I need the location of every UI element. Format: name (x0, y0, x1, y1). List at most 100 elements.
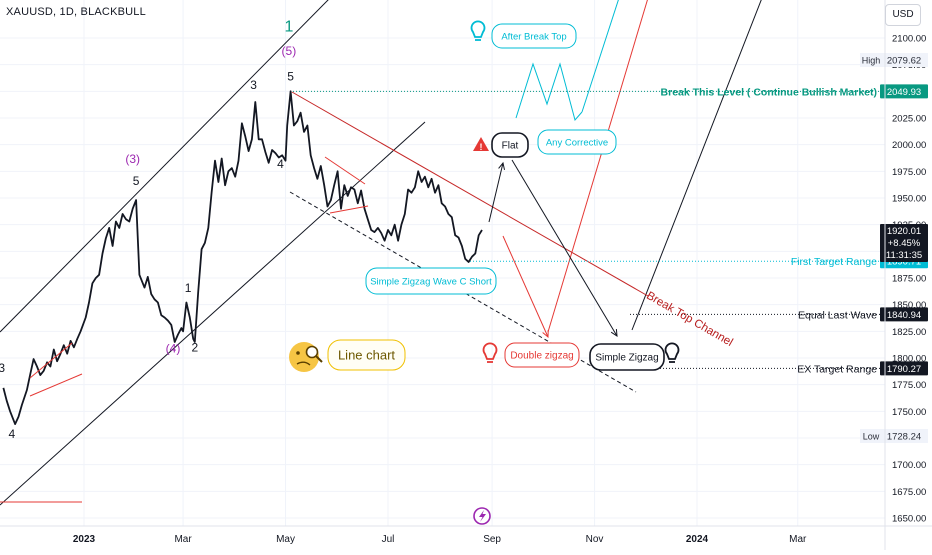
y-tick-label: 2000.00 (892, 140, 926, 151)
magnifier-icon (305, 345, 319, 359)
x-tick-label: May (276, 534, 295, 545)
black-projection-line (631, 0, 762, 331)
annotation-box (327, 339, 406, 371)
wave-label: 4 (277, 157, 284, 171)
annotation-text: Line chart (338, 348, 395, 363)
y-tick-label: 2100.00 (892, 34, 926, 45)
x-tick-label: Mar (789, 534, 807, 545)
small-channel-lines (29, 156, 369, 397)
y-tick-label: 1950.00 (892, 194, 926, 205)
lightning-icon-bolt (479, 510, 486, 522)
low-label-bg (860, 429, 882, 443)
flat-arrow (488, 162, 504, 223)
lightbulb-icon (482, 342, 498, 360)
current-price-box (880, 224, 928, 262)
price-tag-text: 2049.93 (887, 87, 921, 98)
wave-label: 4 (8, 427, 15, 441)
warning-icon-mark: ! (480, 142, 483, 152)
current-change: +8.45% (888, 238, 921, 249)
wave-label: (5) (282, 44, 297, 58)
magnifier-handle (315, 355, 323, 363)
lightbulb-icon (664, 342, 680, 360)
annotation-text: After Break Top (501, 31, 566, 42)
level-lines (290, 90, 885, 369)
grid-lines (0, 0, 885, 526)
y-tick-label: 1775.00 (892, 380, 926, 391)
arrow-lines (488, 159, 618, 339)
break-top-channel-line (291, 91, 649, 297)
simple-zigzag-arrow-head (610, 328, 618, 337)
annotation-text: Simple Zigzag Wave C Short (370, 276, 492, 287)
y-tick-label: 1675.00 (892, 487, 926, 498)
annotation-box (491, 132, 529, 158)
wave-label: 1 (185, 281, 192, 295)
thinking-face-eye (296, 351, 300, 355)
annotation-box (504, 342, 580, 368)
small-channel-lower (329, 205, 369, 214)
high-label-bg (860, 53, 882, 67)
price-tag (880, 307, 928, 322)
lightbulb-icon (470, 20, 486, 38)
y-tick-label: 1700.00 (892, 460, 926, 471)
x-tick-label: 2023 (73, 534, 96, 545)
annotation-text: Double zigzag (510, 351, 573, 362)
y-tick-label: 1875.00 (892, 274, 926, 285)
y-tick-label: 1750.00 (892, 407, 926, 418)
price-tag-text: 1790.27 (887, 364, 921, 375)
price-tag (880, 361, 928, 376)
currency-button[interactable]: USD (885, 4, 921, 26)
high-value: 2079.62 (887, 56, 921, 67)
annotation-box (537, 129, 617, 155)
price-line (2, 90, 483, 426)
annotation-box (365, 267, 497, 295)
high-value-bg (880, 53, 928, 67)
y-tick-label: 1850.00 (892, 300, 926, 311)
break-level-label: Break This Level ( Continue Bullish Mark… (661, 86, 877, 98)
x-tick-label: Sep (483, 534, 501, 545)
price-tag (880, 84, 928, 99)
small-channel-upper (29, 342, 73, 379)
after-break-path (515, 62, 583, 122)
wave-label: 3 (0, 361, 5, 375)
y-tick-label: 1975.00 (892, 167, 926, 178)
wave-label: 3 (250, 78, 257, 92)
break-top-channel-label: Break Top Channel (644, 290, 735, 349)
flat-arrow-head (498, 161, 505, 170)
annotation-box (491, 23, 577, 49)
cyan-projection-line (581, 0, 619, 113)
low-label: Low (863, 432, 880, 442)
wave-label: 1 (284, 19, 293, 36)
ex-target-label: EX Target Range (797, 363, 877, 375)
x-tick-label: Nov (586, 534, 604, 545)
wave-label: (4) (166, 342, 181, 356)
double-zigzag-arrow (502, 235, 549, 338)
wave-label: (3) (125, 152, 140, 166)
double-zigzag-arrow-head (542, 329, 549, 339)
current-price: 1920.01 (887, 226, 921, 237)
equal-last-wave-label: Equal Last Wave (798, 309, 877, 321)
thinking-face-mouth (296, 361, 311, 366)
simple-zigzag-arrow (511, 159, 618, 337)
x-tick-label: Mar (174, 534, 192, 545)
y-tick-label: 1825.00 (892, 327, 926, 338)
low-value: 1728.24 (887, 432, 921, 443)
wave-labels: 1 (5) 5 3 4 (3) 5 1 (4) 2 3 4 (0, 19, 296, 441)
small-channel-upper (324, 156, 366, 185)
annotation-text: Simple Zigzag (595, 353, 658, 364)
wave-label: 5 (287, 70, 294, 84)
channel-lines (0, 0, 649, 506)
price-tag-text: 1840.94 (887, 310, 921, 321)
lower-channel-line (0, 121, 426, 506)
y-tick-label: 1800.00 (892, 354, 926, 365)
wave-label: 5 (133, 174, 140, 188)
low-value-bg (880, 429, 928, 443)
first-target-label: First Target Range (791, 256, 877, 268)
wave-label: 2 (192, 341, 199, 355)
price-tag-text: 1890.71 (887, 257, 921, 268)
high-label: High (862, 56, 881, 66)
annotation-text: Any Corrective (546, 137, 608, 148)
x-tick-label: Jul (382, 534, 395, 545)
